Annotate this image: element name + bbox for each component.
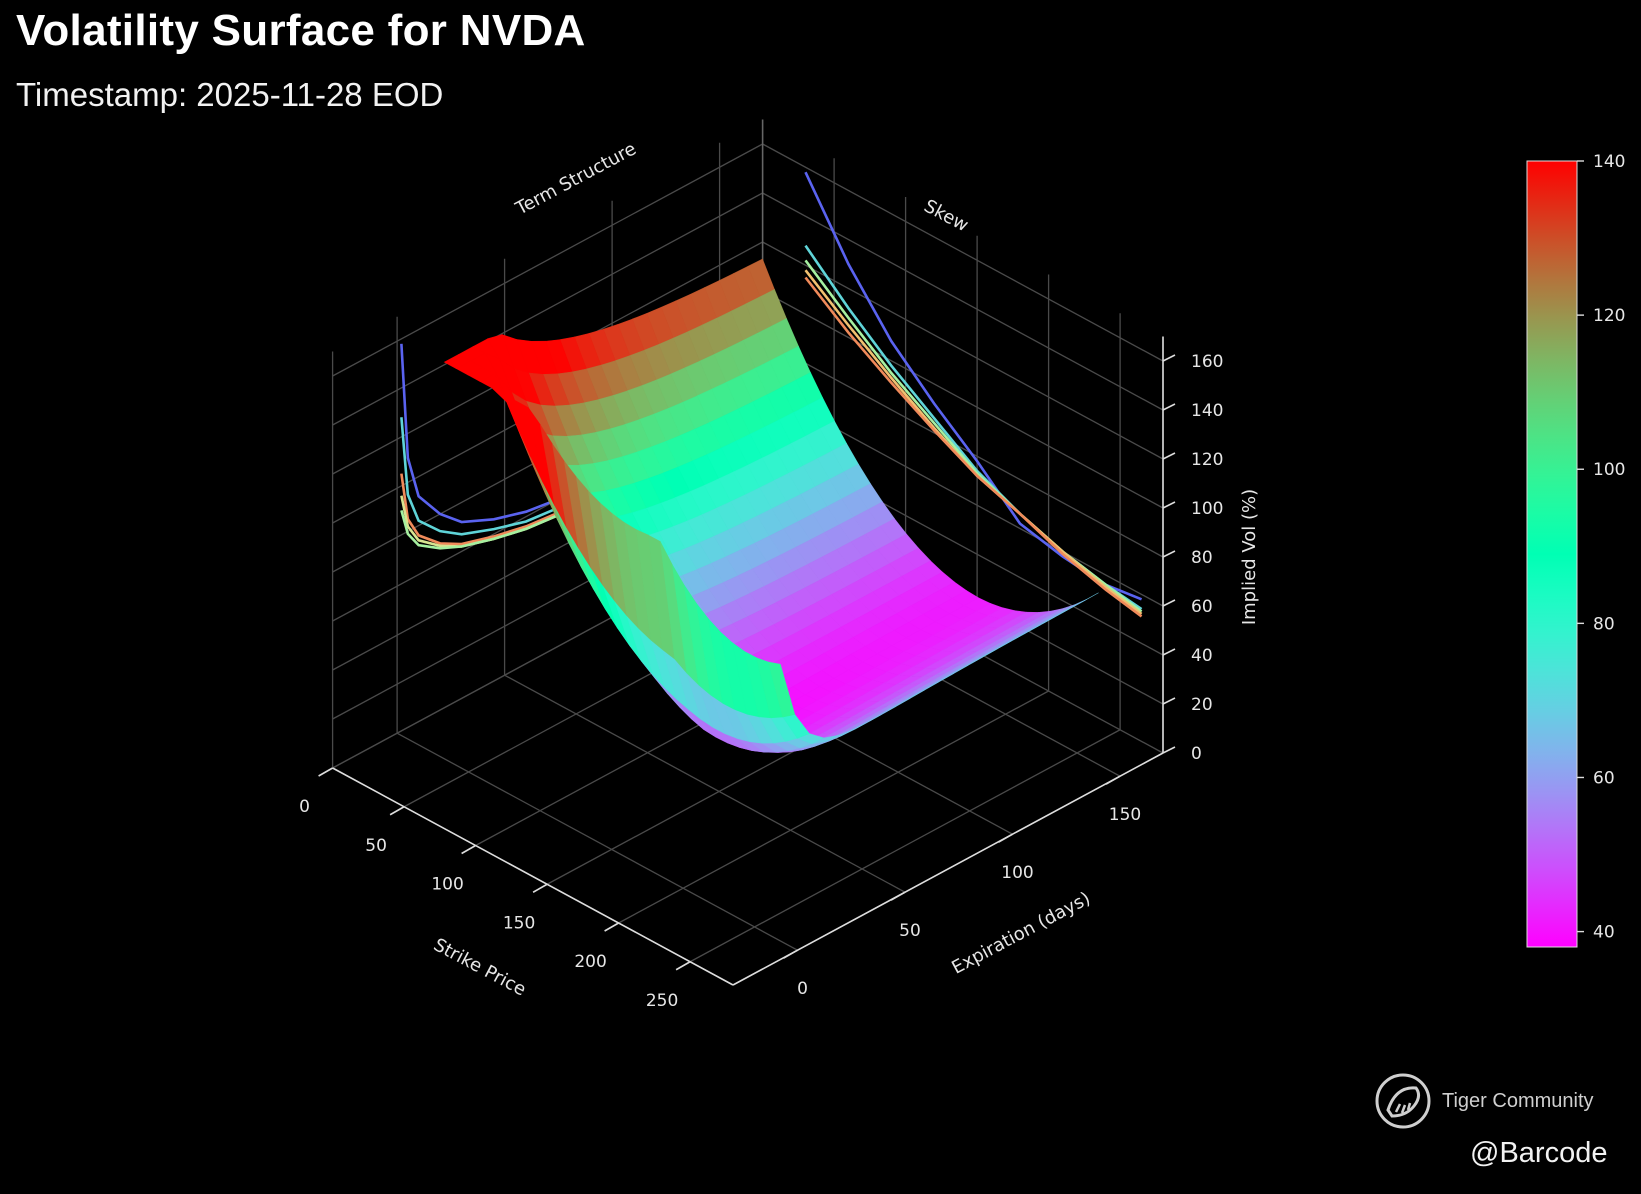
grid-line-x	[689, 729, 1121, 963]
y-axis-label: Expiration (days)	[948, 888, 1094, 979]
y-tick-label: 100	[1001, 863, 1033, 883]
z-tick-label: 160	[1191, 352, 1223, 372]
colorbar-tick-label: 140	[1593, 152, 1625, 172]
z-tick-mark	[1162, 746, 1176, 754]
z-tick-mark	[1162, 403, 1176, 411]
colorbar-tick-label: 40	[1593, 923, 1615, 943]
x-tick-label: 150	[503, 913, 535, 933]
y-tick-label: 150	[1109, 805, 1141, 825]
watermark-handle: @Barcode	[1470, 1137, 1608, 1169]
grid-line-z	[762, 192, 1164, 411]
z-tick-label: 40	[1191, 646, 1213, 666]
z-tick-mark	[1162, 354, 1176, 362]
x-tick-mark	[675, 961, 691, 971]
chart-subtitle: Timestamp: 2025-11-28 EOD	[16, 76, 444, 113]
colorbar-tick-label: 80	[1593, 614, 1615, 634]
grid-line-z	[762, 143, 1164, 362]
y-tick-mark	[783, 949, 798, 959]
y-tick-mark	[890, 891, 906, 901]
colorbar-tick-label: 100	[1593, 460, 1625, 480]
z-tick-label: 100	[1191, 499, 1223, 519]
grid-line-z	[762, 339, 1164, 558]
x-axis-line	[332, 767, 734, 986]
colorbar-gradient	[1526, 160, 1578, 948]
z-axis-label: Implied Vol (%)	[1239, 489, 1260, 625]
y-tick-mark	[998, 833, 1013, 843]
colorbar: 40 60 80 100 120 140	[1526, 152, 1625, 948]
z-tick-label: 120	[1191, 450, 1223, 470]
grid-line-z	[762, 290, 1164, 509]
x-tick-label: 200	[574, 952, 606, 972]
z-tick-mark	[1162, 550, 1176, 558]
z-tick-label: 0	[1191, 744, 1202, 764]
tiger-logo-icon	[1375, 1073, 1431, 1129]
z-tick-label: 60	[1191, 597, 1213, 617]
z-tick-label: 140	[1191, 401, 1223, 421]
y-tick-label: 50	[899, 921, 921, 941]
watermark-brand: Tiger Community	[1442, 1090, 1594, 1112]
z-tick-mark	[1162, 648, 1176, 656]
x-tick-label: 0	[299, 797, 310, 817]
term-structure-label: Term Structure	[511, 138, 639, 219]
skew-line-exp_150	[804, 276, 1143, 618]
z-tick-mark	[1162, 501, 1176, 509]
x-tick-label: 250	[646, 991, 678, 1011]
x-tick-mark	[389, 806, 405, 816]
y-tick-label: 0	[797, 979, 808, 999]
grid-line-y	[504, 674, 906, 893]
z-tick-label: 80	[1191, 548, 1213, 568]
grid-line-y	[396, 732, 798, 951]
z-tick-mark	[1162, 697, 1176, 705]
x-tick-mark	[461, 844, 476, 855]
x-axis-label: Strike Price	[430, 934, 529, 1000]
skew-label: Skew	[920, 196, 971, 237]
surface-mesh	[443, 258, 1099, 753]
grid-line-z	[332, 143, 763, 377]
x-tick-label: 100	[431, 875, 463, 895]
colorbar-tick-label: 120	[1593, 306, 1625, 326]
x-tick-mark	[604, 922, 619, 932]
z-tick-mark	[1162, 599, 1176, 607]
y-axis-line	[732, 752, 1164, 986]
chart-title: Volatility Surface for NVDA	[16, 6, 586, 55]
x-tick-mark	[532, 883, 548, 893]
x-tick-label: 50	[365, 836, 387, 856]
grid-line-x	[618, 690, 1049, 924]
z-tick-label: 20	[1191, 695, 1213, 715]
y-tick-mark	[1105, 775, 1121, 785]
x-tick-mark	[318, 767, 333, 777]
surface-patch	[767, 661, 796, 718]
z-tick-mark	[1162, 452, 1176, 460]
colorbar-tick-label: 60	[1593, 768, 1615, 788]
